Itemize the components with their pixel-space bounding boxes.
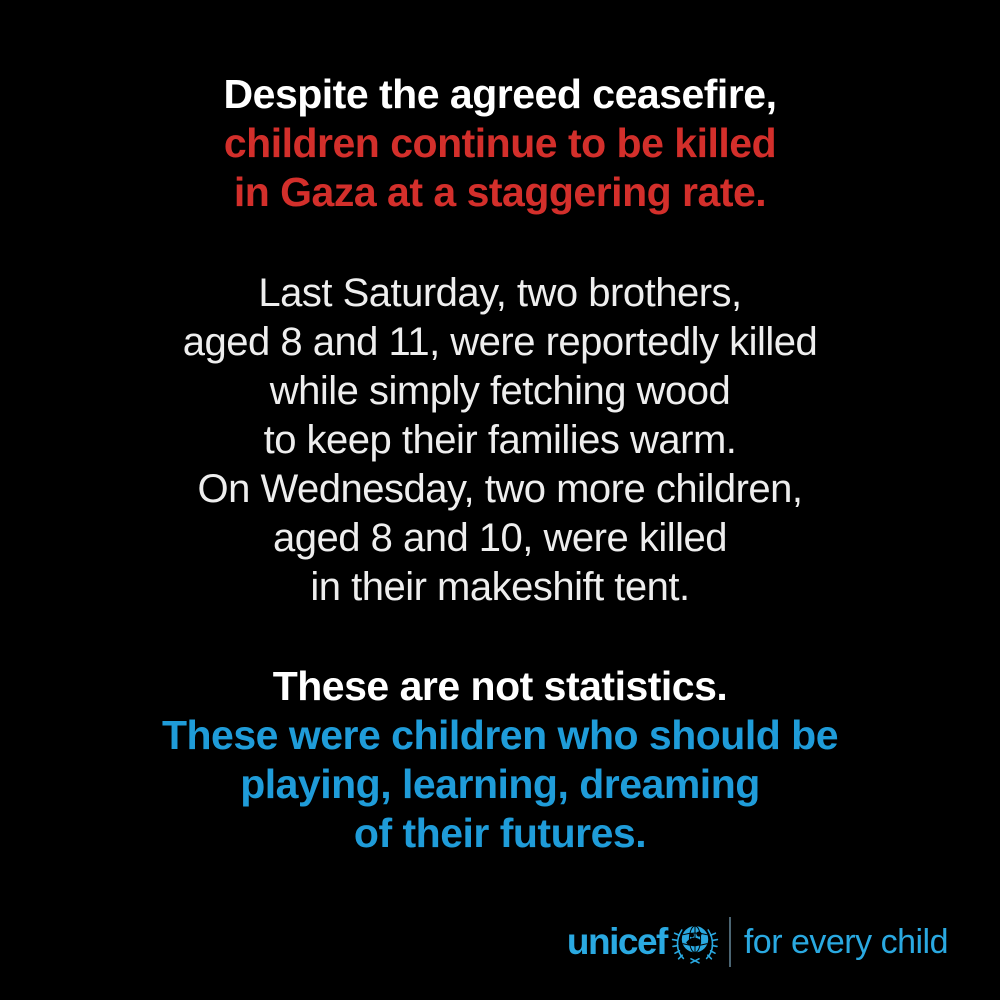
unicef-wordmark: unicef (566, 921, 668, 962)
unicef-tagline: for every child (743, 922, 949, 961)
unicef-globe-mother-child-icon (671, 925, 719, 964)
spacer (0, 612, 1000, 662)
statement-line-2: These were children who should be (161, 712, 839, 758)
spacer (0, 217, 1000, 269)
body-line-4: to keep their families warm. (263, 418, 737, 462)
statement-line-4: of their futures. (353, 810, 647, 856)
statement-line-3: playing, learning, dreaming (240, 761, 760, 807)
body-line-5: On Wednesday, two more children, (197, 467, 803, 511)
body-line-1: Last Saturday, two brothers, (258, 271, 742, 315)
body-line-6: aged 8 and 10, were killed (273, 516, 728, 560)
headline-line-3: in Gaza at a staggering rate. (233, 169, 767, 215)
body-line-2: aged 8 and 11, were reportedly killed (182, 320, 818, 364)
poster-text: Despite the agreed ceasefire, children c… (0, 71, 1000, 856)
logo-divider (728, 917, 731, 967)
body-line-3: while simply fetching wood (269, 369, 731, 413)
body-line-7: in their makeshift tent. (310, 565, 690, 609)
unicef-logo: unicef (566, 916, 949, 968)
headline-line-1: Despite the agreed ceasefire, (223, 71, 777, 117)
statement-line-1: These are not statistics. (272, 663, 728, 709)
headline-line-2: children continue to be killed (223, 120, 777, 166)
